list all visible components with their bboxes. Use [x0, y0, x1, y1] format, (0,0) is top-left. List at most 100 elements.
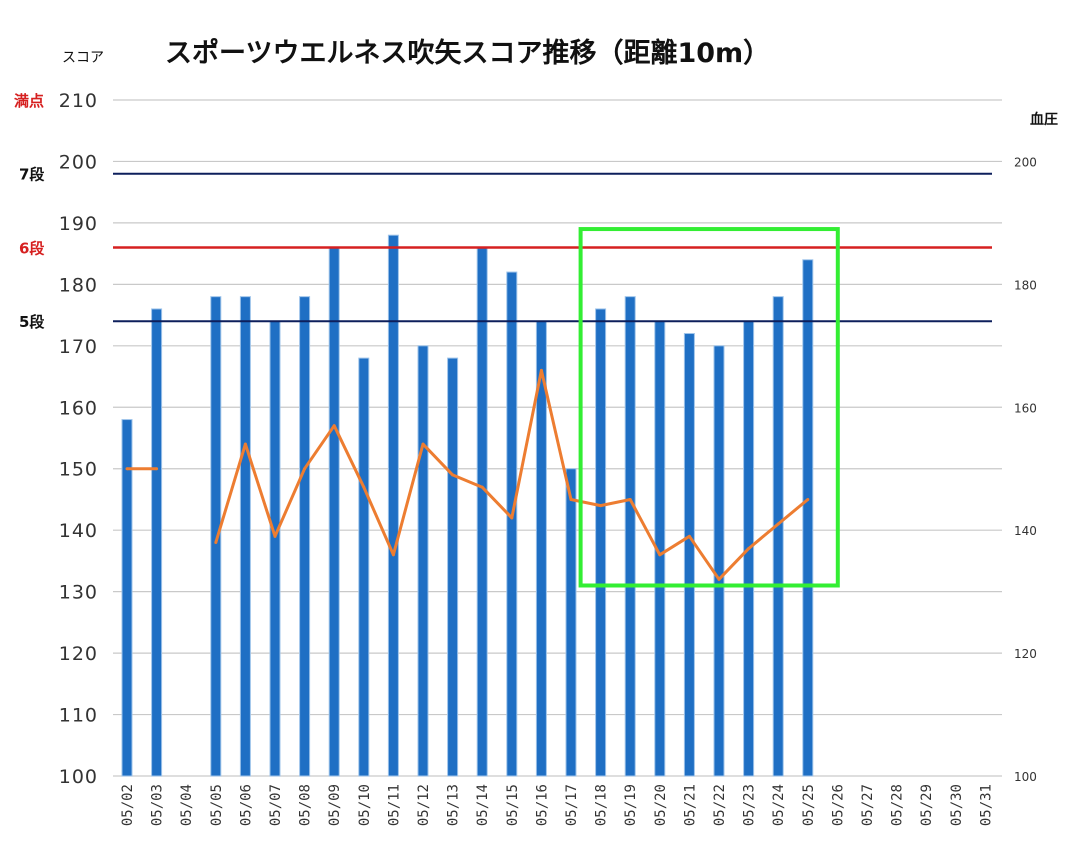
gridlines	[113, 99, 1002, 777]
x-tick-label: 05/04	[179, 784, 195, 826]
line-point	[214, 540, 218, 544]
line-point	[391, 553, 395, 557]
x-ticks: 05/02 05/03 05/04 05/05 05/06 05/07 05/08 05/09…	[120, 784, 994, 826]
bar	[299, 296, 311, 777]
line-point	[480, 485, 484, 489]
line-point	[747, 547, 751, 551]
y-tick-label: 120	[59, 643, 98, 665]
bar	[624, 296, 636, 777]
line-point	[451, 473, 455, 477]
line-point	[362, 485, 366, 489]
reference-label: 満点	[14, 92, 44, 110]
y-tick-label: 100	[59, 766, 98, 788]
x-tick-label: 05/05	[209, 784, 225, 826]
x-tick-label: 05/06	[238, 784, 254, 826]
x-tick-label: 05/31	[978, 784, 994, 826]
y2-tick-label: 120	[1014, 647, 1037, 661]
x-tick-label: 05/15	[505, 784, 521, 826]
reference-lines	[113, 172, 992, 323]
line-point	[658, 553, 662, 557]
line-point	[510, 516, 514, 520]
y2-axis-label: 血圧	[1030, 111, 1058, 128]
bar-series	[121, 234, 814, 777]
y2-tick-label: 180	[1014, 278, 1037, 292]
reference-label: 5段	[19, 313, 44, 331]
y-tick-label: 130	[59, 582, 98, 604]
x-tick-label: 05/02	[120, 784, 136, 826]
bar	[121, 419, 133, 777]
x-tick-label: 05/21	[682, 784, 698, 826]
y2-tick-label: 140	[1014, 524, 1037, 538]
bar	[358, 357, 370, 777]
line-point	[776, 522, 780, 526]
y-tick-label: 160	[59, 397, 98, 419]
x-tick-label: 05/11	[386, 784, 402, 826]
y-tick-label: 170	[59, 336, 98, 358]
line-point	[303, 467, 307, 471]
x-tick-label: 05/03	[150, 784, 166, 826]
bar	[476, 246, 488, 777]
line-point	[539, 368, 543, 372]
highlight-box	[578, 227, 840, 588]
line-point	[806, 497, 810, 501]
line-point	[332, 424, 336, 428]
x-tick-label: 05/12	[416, 784, 432, 826]
bar	[713, 345, 725, 777]
y-tick-label: 110	[59, 705, 98, 727]
bar	[151, 308, 163, 777]
line-point	[628, 497, 632, 501]
y-ticks: 100 110 120 130 140 150 160 170 180 190 200 210	[59, 90, 98, 788]
bar	[328, 246, 340, 777]
bar	[772, 296, 784, 777]
bar	[802, 259, 814, 777]
reference-labels: 満点 7段 6段 5段	[14, 92, 44, 331]
line-point	[569, 497, 573, 501]
y-tick-label: 150	[59, 459, 98, 481]
x-tick-label: 05/30	[949, 784, 965, 826]
bar	[239, 296, 251, 777]
x-tick-label: 05/18	[594, 784, 610, 826]
y-tick-label: 180	[59, 274, 98, 296]
x-tick-label: 05/08	[298, 784, 314, 826]
line-point	[717, 577, 721, 581]
y2-tick-label: 200	[1014, 155, 1037, 169]
x-tick-label: 05/19	[623, 784, 639, 826]
x-tick-label: 05/10	[357, 784, 373, 826]
x-tick-label: 05/23	[742, 784, 758, 826]
x-tick-label: 05/28	[890, 784, 906, 826]
line-point	[421, 442, 425, 446]
bar	[565, 468, 577, 777]
x-tick-label: 05/16	[534, 784, 550, 826]
x-tick-label: 05/25	[801, 784, 817, 826]
x-tick-label: 05/29	[919, 784, 935, 826]
line-point	[599, 504, 603, 508]
bar	[683, 333, 695, 777]
line-point	[687, 534, 691, 538]
reference-label: 7段	[19, 166, 44, 184]
bar	[506, 271, 518, 777]
x-tick-label: 05/22	[712, 784, 728, 826]
highlight-rect	[578, 227, 840, 588]
y2-ticks: 100 120 140 160 180 200	[1014, 155, 1037, 784]
chart-title: スポーツウエルネス吹矢スコア推移（距離10m）	[165, 37, 770, 69]
bar	[210, 296, 222, 777]
x-tick-label: 05/14	[475, 784, 491, 826]
x-tick-label: 05/07	[268, 784, 284, 826]
x-tick-label: 05/20	[653, 784, 669, 826]
y2-tick-label: 160	[1014, 401, 1037, 415]
bar	[417, 345, 429, 777]
line-point	[125, 467, 129, 471]
y-axis-label: スコア	[62, 50, 104, 66]
x-tick-label: 05/17	[564, 784, 580, 826]
x-tick-label: 05/27	[860, 784, 876, 826]
line-point	[155, 467, 159, 471]
x-tick-label: 05/26	[830, 784, 846, 826]
reference-label: 6段	[19, 239, 44, 257]
y2-tick-label: 100	[1014, 770, 1037, 784]
bar	[447, 357, 459, 777]
bar	[595, 308, 607, 777]
line-series	[125, 368, 810, 581]
y-tick-label: 200	[59, 151, 98, 173]
y-tick-label: 210	[59, 90, 98, 112]
